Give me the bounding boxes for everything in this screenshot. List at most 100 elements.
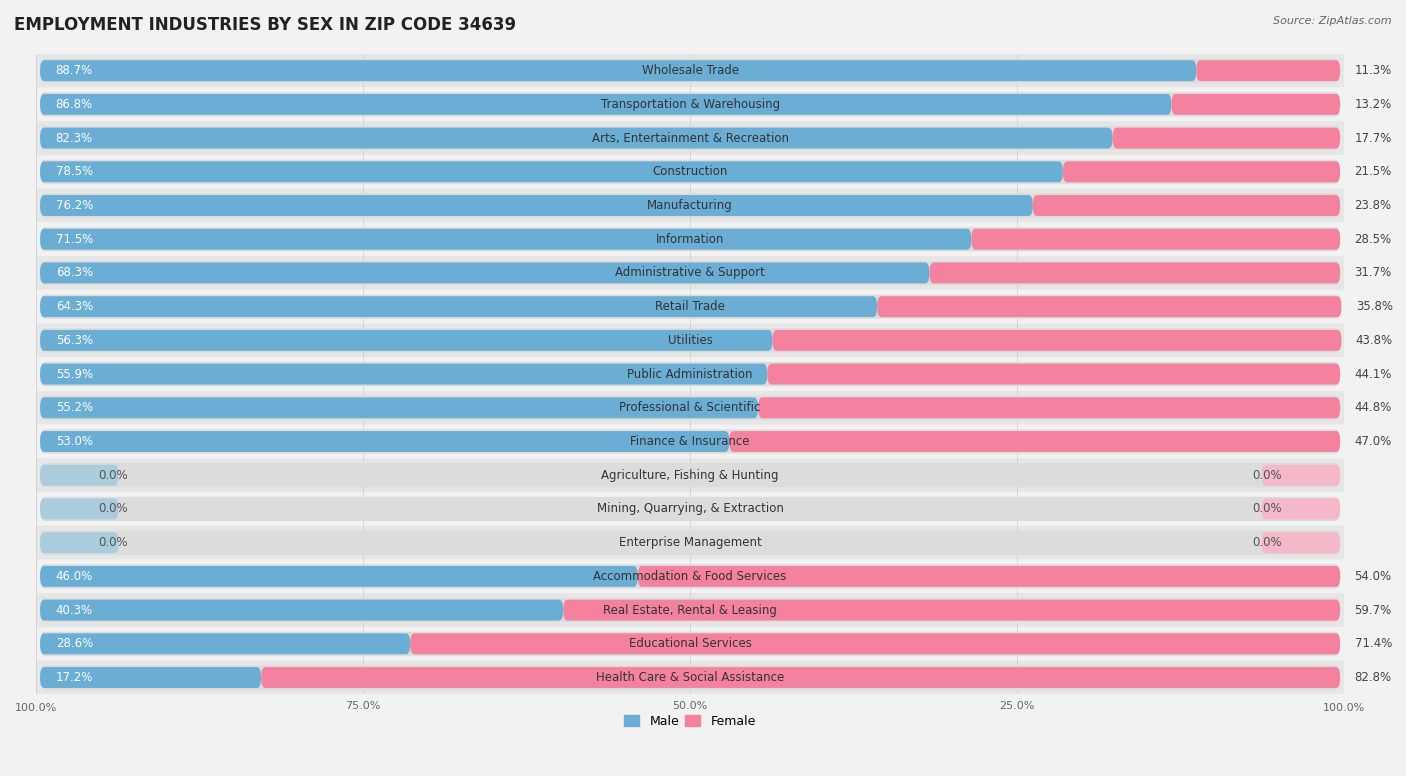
Text: 43.8%: 43.8% [1355, 334, 1393, 347]
FancyBboxPatch shape [1033, 195, 1340, 216]
FancyBboxPatch shape [39, 94, 1171, 115]
FancyBboxPatch shape [37, 223, 1344, 256]
Text: Educational Services: Educational Services [628, 637, 752, 650]
Text: 59.7%: 59.7% [1354, 604, 1392, 617]
Text: 13.2%: 13.2% [1354, 98, 1392, 111]
Text: Retail Trade: Retail Trade [655, 300, 725, 314]
Text: 35.8%: 35.8% [1355, 300, 1393, 314]
FancyBboxPatch shape [564, 600, 1340, 621]
FancyBboxPatch shape [39, 429, 1340, 454]
Text: 82.8%: 82.8% [1354, 671, 1392, 684]
FancyBboxPatch shape [411, 633, 1340, 654]
Text: 71.5%: 71.5% [56, 233, 93, 246]
FancyBboxPatch shape [37, 660, 1344, 695]
FancyBboxPatch shape [1197, 61, 1340, 81]
Text: 64.3%: 64.3% [56, 300, 93, 314]
FancyBboxPatch shape [39, 397, 758, 418]
FancyBboxPatch shape [638, 566, 1340, 587]
FancyBboxPatch shape [39, 633, 411, 654]
FancyBboxPatch shape [39, 262, 929, 283]
Text: 44.1%: 44.1% [1354, 368, 1392, 380]
FancyBboxPatch shape [37, 324, 1344, 357]
FancyBboxPatch shape [1171, 94, 1340, 115]
Text: Public Administration: Public Administration [627, 368, 752, 380]
FancyBboxPatch shape [39, 463, 1340, 487]
Text: 0.0%: 0.0% [98, 469, 128, 482]
Text: 40.3%: 40.3% [56, 604, 93, 617]
FancyBboxPatch shape [39, 498, 118, 519]
FancyBboxPatch shape [39, 665, 1340, 690]
FancyBboxPatch shape [37, 54, 1344, 88]
Text: Arts, Entertainment & Recreation: Arts, Entertainment & Recreation [592, 132, 789, 144]
FancyBboxPatch shape [39, 465, 118, 486]
Text: 0.0%: 0.0% [98, 502, 128, 515]
FancyBboxPatch shape [37, 155, 1344, 189]
Text: 55.2%: 55.2% [56, 401, 93, 414]
FancyBboxPatch shape [37, 424, 1344, 459]
Text: 88.7%: 88.7% [56, 64, 93, 77]
FancyBboxPatch shape [39, 497, 1340, 521]
FancyBboxPatch shape [1063, 161, 1340, 182]
FancyBboxPatch shape [39, 127, 1112, 148]
Text: 23.8%: 23.8% [1354, 199, 1392, 212]
Text: 76.2%: 76.2% [56, 199, 93, 212]
FancyBboxPatch shape [37, 559, 1344, 593]
FancyBboxPatch shape [39, 396, 1340, 420]
Text: Utilities: Utilities [668, 334, 713, 347]
Text: 82.3%: 82.3% [56, 132, 93, 144]
FancyBboxPatch shape [39, 598, 1340, 622]
FancyBboxPatch shape [39, 126, 1340, 151]
Text: 0.0%: 0.0% [1253, 502, 1282, 515]
FancyBboxPatch shape [39, 58, 1340, 83]
Text: EMPLOYMENT INDUSTRIES BY SEX IN ZIP CODE 34639: EMPLOYMENT INDUSTRIES BY SEX IN ZIP CODE… [14, 16, 516, 33]
FancyBboxPatch shape [972, 229, 1340, 250]
Text: Mining, Quarrying, & Extraction: Mining, Quarrying, & Extraction [596, 502, 783, 515]
FancyBboxPatch shape [1112, 127, 1340, 148]
Text: 68.3%: 68.3% [56, 266, 93, 279]
Text: 28.5%: 28.5% [1354, 233, 1392, 246]
FancyBboxPatch shape [39, 532, 118, 553]
Legend: Male, Female: Male, Female [620, 710, 761, 733]
Text: 53.0%: 53.0% [56, 435, 93, 448]
FancyBboxPatch shape [37, 593, 1344, 627]
FancyBboxPatch shape [39, 330, 772, 351]
Text: 56.3%: 56.3% [56, 334, 93, 347]
FancyBboxPatch shape [37, 289, 1344, 324]
FancyBboxPatch shape [37, 391, 1344, 424]
FancyBboxPatch shape [768, 364, 1340, 385]
Text: 0.0%: 0.0% [1253, 536, 1282, 549]
FancyBboxPatch shape [37, 492, 1344, 526]
Text: Construction: Construction [652, 165, 728, 178]
FancyBboxPatch shape [37, 256, 1344, 289]
Text: 0.0%: 0.0% [98, 536, 128, 549]
Text: Finance & Insurance: Finance & Insurance [630, 435, 749, 448]
FancyBboxPatch shape [758, 397, 1340, 418]
FancyBboxPatch shape [39, 364, 768, 385]
FancyBboxPatch shape [39, 193, 1340, 217]
FancyBboxPatch shape [39, 362, 1340, 386]
FancyBboxPatch shape [37, 627, 1344, 660]
Text: Wholesale Trade: Wholesale Trade [641, 64, 738, 77]
Text: 28.6%: 28.6% [56, 637, 93, 650]
Text: 50.0%: 50.0% [672, 702, 707, 711]
Text: Information: Information [657, 233, 724, 246]
FancyBboxPatch shape [39, 564, 1340, 588]
Text: 25.0%: 25.0% [1000, 702, 1035, 711]
FancyBboxPatch shape [37, 459, 1344, 492]
FancyBboxPatch shape [39, 600, 564, 621]
FancyBboxPatch shape [1261, 498, 1340, 519]
Text: 86.8%: 86.8% [56, 98, 93, 111]
FancyBboxPatch shape [39, 61, 1197, 81]
Text: 55.9%: 55.9% [56, 368, 93, 380]
FancyBboxPatch shape [39, 261, 1340, 285]
FancyBboxPatch shape [39, 195, 1033, 216]
Text: 54.0%: 54.0% [1354, 570, 1392, 583]
Text: Transportation & Warehousing: Transportation & Warehousing [600, 98, 780, 111]
FancyBboxPatch shape [39, 632, 1340, 656]
FancyBboxPatch shape [39, 229, 972, 250]
FancyBboxPatch shape [772, 330, 1341, 351]
Text: Agriculture, Fishing & Hunting: Agriculture, Fishing & Hunting [602, 469, 779, 482]
FancyBboxPatch shape [877, 296, 1341, 317]
FancyBboxPatch shape [730, 431, 1340, 452]
FancyBboxPatch shape [39, 431, 730, 452]
